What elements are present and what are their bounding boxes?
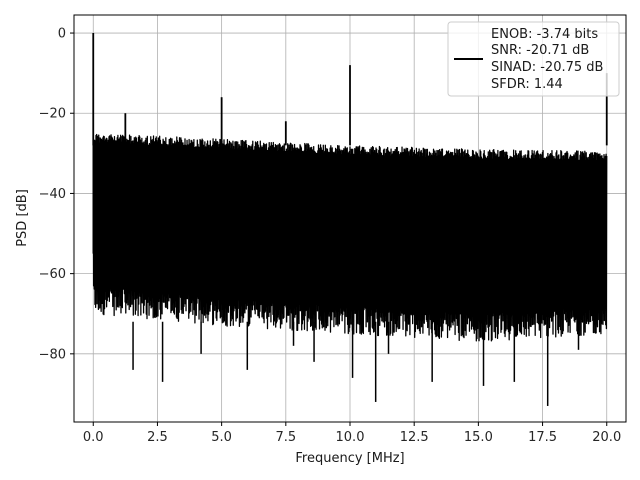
legend-entry-sinad: SINAD: -20.75 dB	[491, 60, 603, 75]
legend-entry-snr: SNR: -20.71 dB	[491, 43, 589, 58]
y-tick-label: −60	[39, 267, 66, 282]
x-tick-label: 17.5	[528, 430, 557, 445]
x-tick-label: 2.5	[147, 430, 168, 445]
y-tick-label: 0	[58, 27, 66, 42]
psd-trace	[92, 133, 608, 342]
axis-ticks: 0.0 2.5 5.0 7.5 10.0 12.5 15.0 17.5 20.0 0 −20 −40 −…	[39, 27, 622, 445]
x-tick-label: 10.0	[336, 430, 365, 445]
y-tick-label: −40	[39, 187, 66, 202]
y-axis-label: PSD [dB]	[15, 189, 30, 247]
legend-entry-enob: ENOB: -3.74 bits	[491, 27, 598, 42]
x-tick-label: 15.0	[464, 430, 493, 445]
x-tick-label: 20.0	[592, 430, 621, 445]
x-tick-label: 7.5	[275, 430, 296, 445]
x-axis-label: Frequency [MHz]	[295, 451, 404, 466]
legend-entry-sfdr: SFDR: 1.44	[491, 77, 563, 92]
legend: ENOB: -3.74 bits SNR: -20.71 dB SINAD: -…	[447, 21, 620, 97]
legend-box	[447, 21, 620, 97]
x-tick-label: 0.0	[83, 430, 104, 445]
x-tick-label: 5.0	[211, 430, 232, 445]
y-tick-label: −20	[39, 107, 66, 122]
y-tick-label: −80	[39, 347, 66, 362]
x-tick-label: 12.5	[400, 430, 429, 445]
